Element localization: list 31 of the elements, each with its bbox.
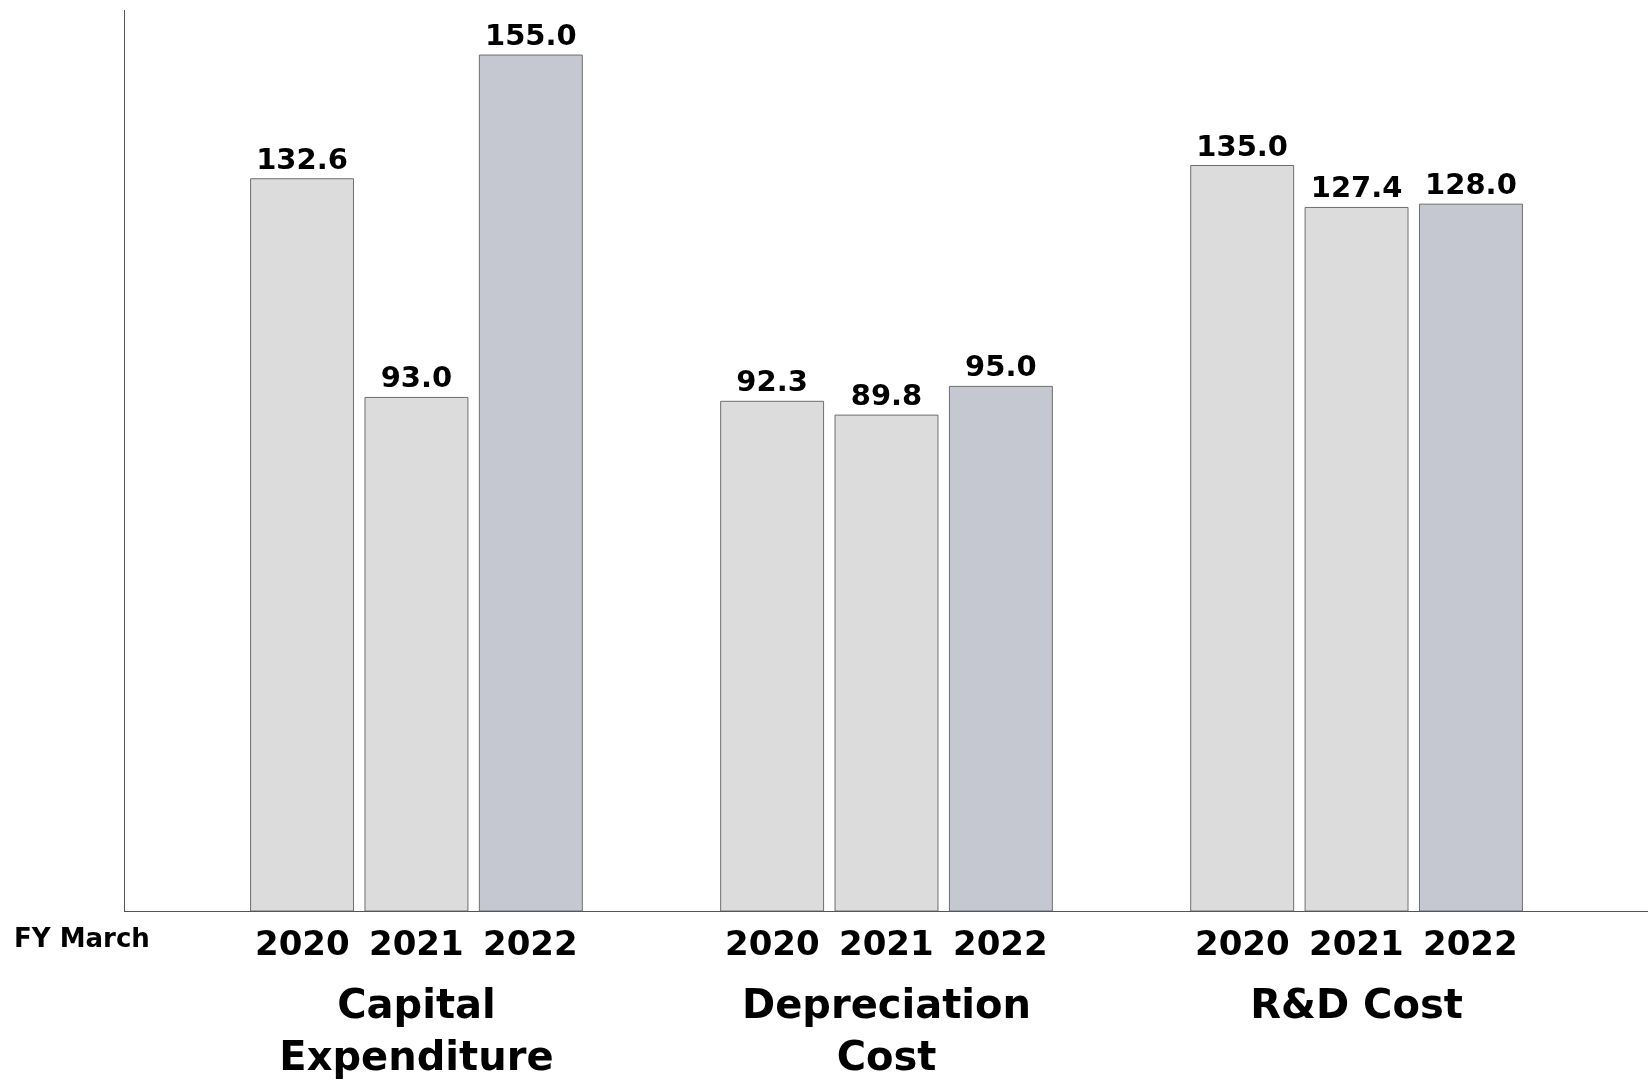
data-label: 89.8 bbox=[850, 378, 923, 413]
x-tick-label: R&D Cost bbox=[1250, 981, 1463, 1027]
bar bbox=[834, 414, 939, 911]
x-tick-label: Capital Expenditure bbox=[279, 981, 554, 1079]
x-axis-title: FY March bbox=[14, 923, 150, 953]
bar bbox=[1190, 165, 1295, 911]
text: 2020 bbox=[725, 923, 820, 963]
text: 2021 bbox=[1309, 923, 1404, 963]
bar bbox=[364, 396, 469, 911]
data-label: 155.0 bbox=[484, 18, 577, 53]
series-label: 2022 bbox=[483, 923, 578, 963]
bar bbox=[1418, 203, 1523, 911]
text: 2022 bbox=[953, 923, 1048, 963]
data-label: 132.6 bbox=[256, 141, 348, 176]
bar bbox=[720, 400, 825, 911]
bar bbox=[948, 385, 1053, 911]
x-tick-label: Depreciation Cost bbox=[741, 981, 1032, 1079]
data-label: 128.0 bbox=[1425, 167, 1517, 202]
data-label: 127.4 bbox=[1310, 170, 1403, 205]
text: 2021 bbox=[839, 923, 934, 963]
series-label: 2021 bbox=[369, 923, 464, 963]
text: 2020 bbox=[1195, 923, 1290, 963]
data-label: 93.0 bbox=[380, 360, 453, 395]
bar bbox=[1304, 206, 1409, 911]
data-label: 92.3 bbox=[736, 364, 808, 399]
bar bbox=[250, 178, 355, 911]
series-label: 2020 bbox=[255, 923, 350, 963]
bar bbox=[478, 54, 583, 911]
data-label: 135.0 bbox=[1196, 128, 1289, 163]
data-label: 95.0 bbox=[965, 349, 1037, 384]
text: 2022 bbox=[1423, 923, 1518, 963]
